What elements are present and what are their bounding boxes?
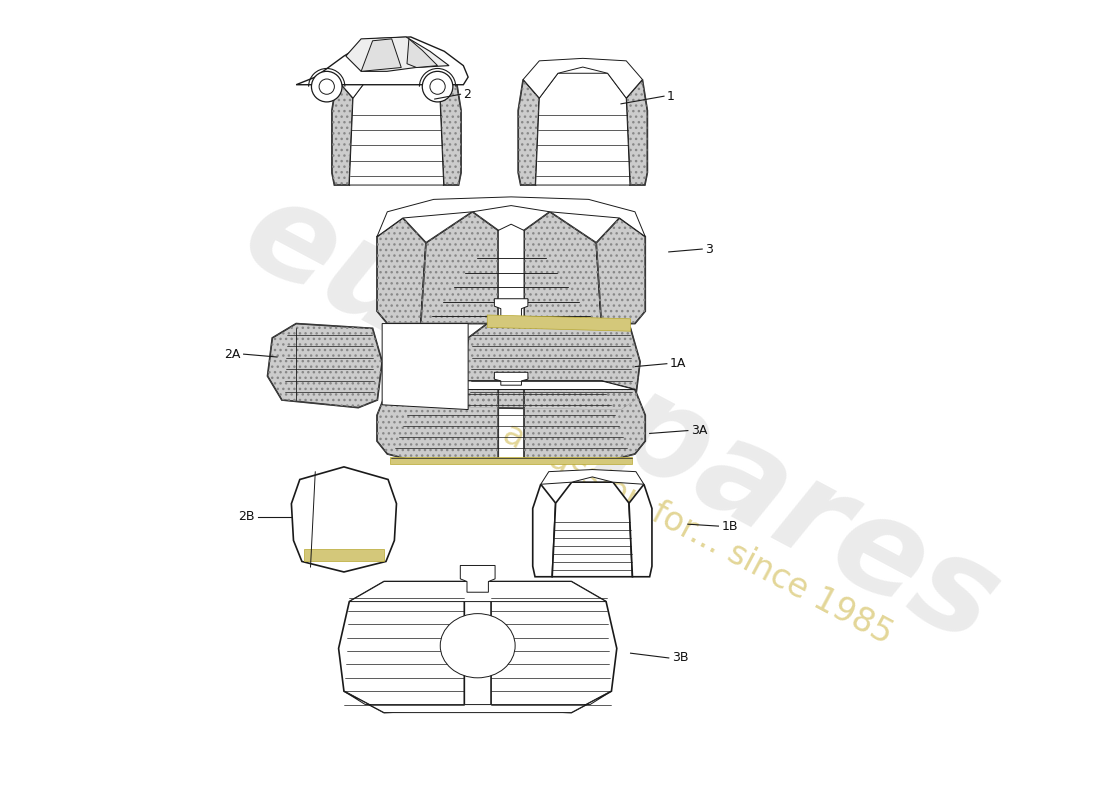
Circle shape — [430, 79, 446, 94]
Polygon shape — [389, 457, 632, 464]
Polygon shape — [629, 484, 652, 577]
Polygon shape — [387, 381, 635, 390]
Polygon shape — [494, 298, 528, 323]
Polygon shape — [552, 482, 632, 577]
Polygon shape — [498, 224, 524, 323]
Text: 3B: 3B — [672, 651, 689, 665]
Polygon shape — [296, 37, 469, 85]
Text: 3: 3 — [705, 242, 713, 255]
Polygon shape — [339, 582, 464, 713]
Polygon shape — [626, 79, 648, 185]
Text: 2: 2 — [463, 88, 471, 101]
Text: 3A: 3A — [691, 424, 707, 437]
Text: 1B: 1B — [722, 520, 738, 533]
Polygon shape — [345, 37, 449, 71]
Circle shape — [319, 79, 334, 94]
Polygon shape — [377, 197, 646, 237]
Polygon shape — [332, 79, 353, 185]
Text: a passion for... since 1985: a passion for... since 1985 — [497, 417, 898, 651]
Polygon shape — [350, 582, 606, 602]
Polygon shape — [491, 582, 617, 713]
Polygon shape — [421, 212, 498, 323]
Polygon shape — [377, 381, 498, 462]
Polygon shape — [267, 323, 382, 408]
Polygon shape — [382, 323, 469, 410]
Polygon shape — [460, 566, 495, 592]
Circle shape — [422, 71, 453, 102]
Text: 1: 1 — [667, 90, 674, 102]
Circle shape — [311, 71, 342, 102]
Polygon shape — [518, 79, 539, 185]
Polygon shape — [494, 372, 528, 385]
Polygon shape — [487, 315, 630, 331]
Text: eurospares: eurospares — [222, 167, 1020, 671]
Polygon shape — [350, 74, 443, 185]
Polygon shape — [536, 74, 630, 185]
Polygon shape — [344, 691, 612, 713]
Polygon shape — [463, 323, 640, 410]
Text: 1A: 1A — [670, 357, 686, 370]
Polygon shape — [292, 467, 396, 572]
Polygon shape — [361, 39, 402, 71]
Polygon shape — [304, 549, 384, 562]
Text: 2A: 2A — [224, 348, 241, 361]
Polygon shape — [524, 381, 646, 462]
Polygon shape — [541, 470, 644, 484]
Polygon shape — [337, 58, 456, 98]
Polygon shape — [440, 79, 461, 185]
Text: 2B: 2B — [239, 510, 255, 523]
Polygon shape — [524, 212, 602, 323]
Polygon shape — [532, 484, 556, 577]
Polygon shape — [407, 39, 438, 67]
Polygon shape — [596, 218, 646, 323]
Polygon shape — [377, 218, 426, 323]
Ellipse shape — [440, 614, 515, 678]
Polygon shape — [524, 58, 642, 98]
